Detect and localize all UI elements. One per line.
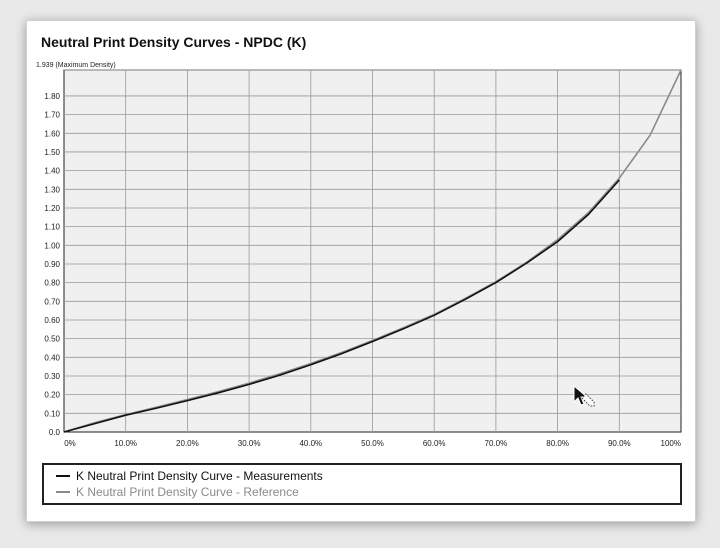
legend: K Neutral Print Density Curve - Measurem… (42, 463, 682, 505)
x-tick-labels: 0% 10.0% 20.0% 30.0% 40.0% 50.0% 60.0% 70.0% 80.… (64, 439, 681, 448)
grid-lines (64, 69, 681, 432)
legend-label-reference: K Neutral Print Density Curve - Referenc… (76, 485, 299, 499)
legend-label-measurements: K Neutral Print Density Curve - Measurem… (76, 469, 323, 483)
chart-panel: Neutral Print Density Curves - NPDC (K) … (26, 20, 696, 522)
legend-swatch-reference (56, 491, 70, 493)
series-line-reference (63, 69, 682, 433)
x-tick-label: 30.0% (238, 439, 261, 448)
y-tick-label: 0.90 (44, 260, 60, 269)
chart-title: Neutral Print Density Curves - NPDC (K) (41, 34, 307, 50)
x-tick-label: 10.0% (114, 439, 137, 448)
y-tick-label: 0.70 (44, 297, 60, 306)
x-tick-label: 100% (661, 439, 681, 448)
x-tick-label: 0% (64, 439, 76, 448)
y-tick-label: 0.40 (44, 353, 60, 362)
y-tick-label: 0.60 (44, 316, 60, 325)
series-lines (63, 69, 682, 433)
y-tick-label: 1.40 (44, 167, 60, 176)
y-tick-label: 1.80 (44, 92, 60, 101)
y-tick-label: 1.70 (44, 111, 60, 120)
y-tick-label: 1.50 (44, 148, 60, 157)
y-tick-label: 1.10 (44, 223, 60, 232)
y-tick-label: 1.30 (44, 185, 60, 194)
y-tick-label: 0.20 (44, 391, 60, 400)
series-line-measurements (63, 179, 620, 433)
y-tick-label: 1.00 (44, 241, 60, 250)
legend-item-reference: K Neutral Print Density Curve - Referenc… (56, 485, 299, 499)
x-tick-label: 60.0% (423, 439, 446, 448)
x-tick-label: 70.0% (485, 439, 508, 448)
x-tick-label: 90.0% (608, 439, 631, 448)
legend-item-measurements: K Neutral Print Density Curve - Measurem… (56, 469, 323, 483)
y-tick-label: 0.0 (49, 428, 61, 437)
max-density-label: 1.939 (Maximum Density) (36, 62, 116, 69)
x-tick-label: 80.0% (546, 439, 569, 448)
arrow-cursor-icon (573, 384, 595, 407)
x-tick-label: 50.0% (361, 439, 384, 448)
y-tick-label: 0.50 (44, 335, 60, 344)
x-tick-label: 20.0% (176, 439, 199, 448)
legend-swatch-measurements (56, 475, 70, 477)
x-tick-label: 40.0% (299, 439, 322, 448)
y-tick-label: 0.30 (44, 372, 60, 381)
y-tick-label: 1.20 (44, 204, 60, 213)
y-tick-label: 0.80 (44, 279, 60, 288)
y-tick-labels: 0.0 0.10 0.20 0.30 0.40 0.50 0.60 0.70 0.80 0.90 1… (44, 92, 60, 437)
y-tick-label: 1.60 (44, 129, 60, 138)
chart-plot: 0.0 0.10 0.20 0.30 0.40 0.50 0.60 0.70 0.80 0.90 1… (36, 62, 682, 448)
y-tick-label: 0.10 (44, 409, 60, 418)
